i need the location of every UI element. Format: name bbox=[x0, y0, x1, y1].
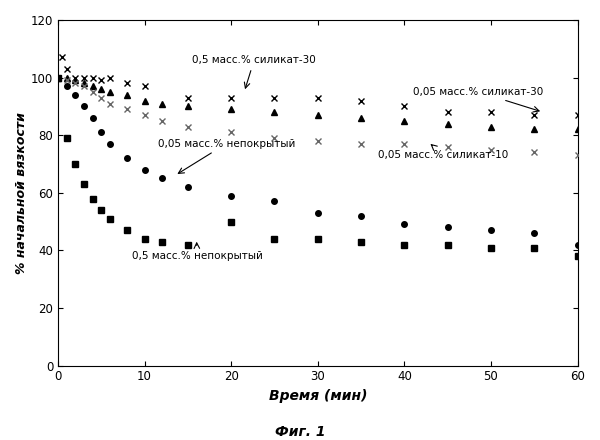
Text: 0,5 масс.% силикат-30: 0,5 масс.% силикат-30 bbox=[192, 55, 316, 88]
X-axis label: Время (мин): Время (мин) bbox=[269, 389, 367, 403]
Text: 0,5 масс.% непокрытый: 0,5 масс.% непокрытый bbox=[131, 243, 262, 261]
Text: 0,05 масс.% силикат-10: 0,05 масс.% силикат-10 bbox=[379, 145, 509, 160]
Text: Фиг. 1: Фиг. 1 bbox=[275, 425, 325, 439]
Text: 0,05 масс.% силикат-30: 0,05 масс.% силикат-30 bbox=[413, 87, 543, 112]
Text: 0,05 масс.% непокрытый: 0,05 масс.% непокрытый bbox=[158, 139, 295, 173]
Y-axis label: % начальной вязкости: % начальной вязкости bbox=[15, 112, 28, 274]
